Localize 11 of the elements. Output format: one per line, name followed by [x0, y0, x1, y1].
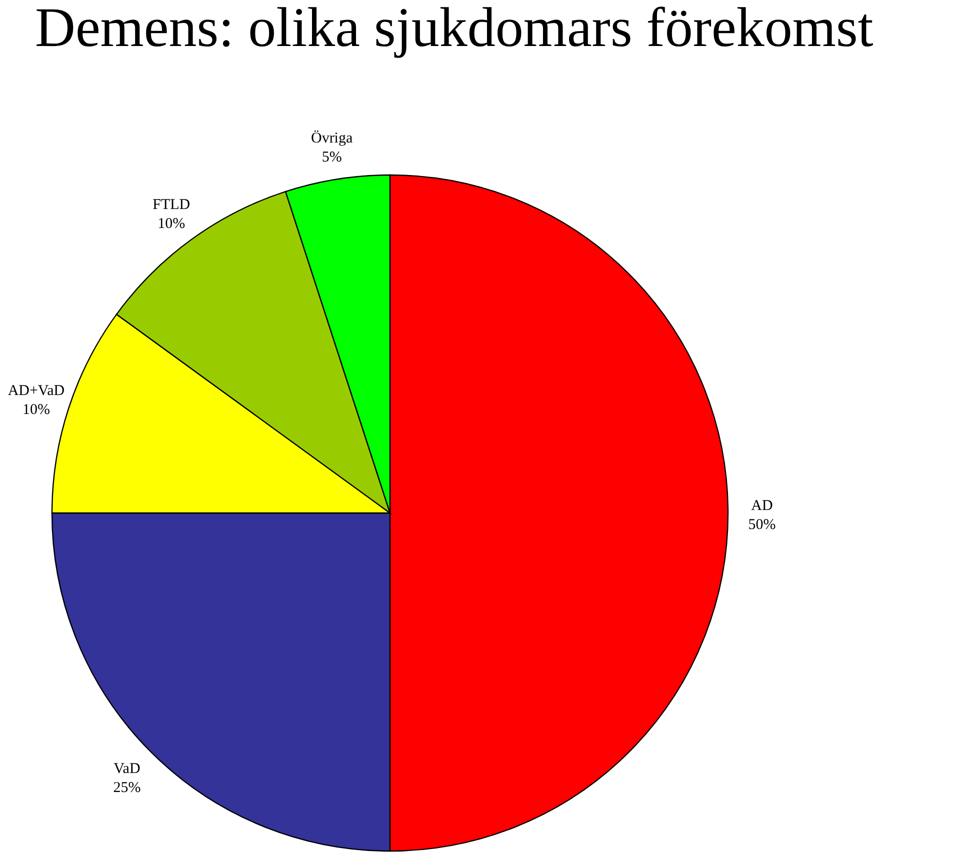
data-label: 5%: [322, 150, 342, 166]
chart-title: Demens: olika sjukdomars förekomst: [35, 0, 874, 59]
slice-label: VaD: [114, 761, 140, 778]
data-label: 10%: [22, 402, 50, 418]
slice-label: FTLD: [152, 197, 190, 214]
data-label: 50%: [748, 517, 776, 533]
slice-label: Övriga: [310, 130, 353, 147]
data-label: 25%: [113, 780, 141, 796]
slice-label: AD: [751, 498, 773, 514]
data-label: 10%: [158, 216, 186, 232]
slice-label: AD+VaD: [8, 383, 65, 400]
